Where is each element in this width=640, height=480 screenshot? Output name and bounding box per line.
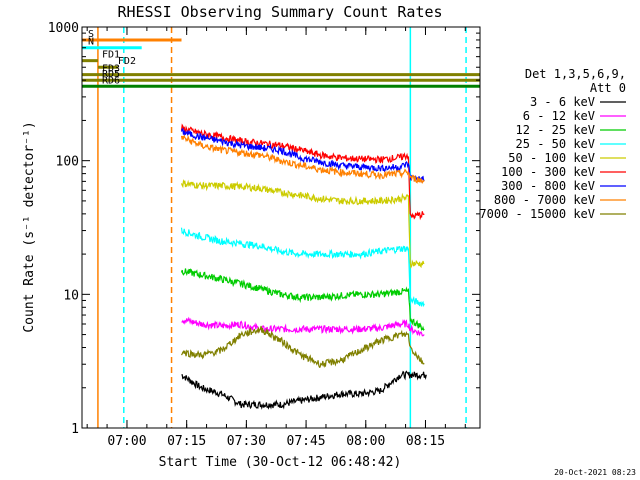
series-line <box>181 316 425 337</box>
state-label: RD6 <box>102 75 120 86</box>
state-label: FD2 <box>118 56 136 67</box>
state-label: RD5 <box>102 69 120 80</box>
legend-entry-label: 7000 - 15000 keV <box>479 207 595 221</box>
series-line <box>180 178 425 269</box>
legend-entry-label: 12 - 25 keV <box>516 123 595 137</box>
y-tick-label: 1 <box>71 422 79 437</box>
x-axis-label: Start Time (30-Oct-12 06:48:42) <box>159 455 402 470</box>
series-line <box>180 268 425 332</box>
x-tick-label: 07:30 <box>227 434 266 449</box>
x-tick-label: 08:15 <box>406 434 445 449</box>
y-tick-label: 10 <box>63 288 79 303</box>
legend-entry-label: 25 - 50 keV <box>516 137 595 151</box>
legend-entry-label: 100 - 300 keV <box>501 165 595 179</box>
legend-entry-label: 3 - 6 keV <box>530 95 595 109</box>
legend-entry-label: 6 - 12 keV <box>523 109 595 123</box>
legend-entry-label: 50 - 100 keV <box>508 151 595 165</box>
y-tick-label: 1000 <box>48 21 79 36</box>
state-label: FD3 <box>102 64 120 75</box>
x-tick-label: 07:45 <box>287 434 326 449</box>
y-axis: 1 10 100 1000 <box>48 21 480 437</box>
plot-inner <box>82 27 480 428</box>
x-tick-label: 07:00 <box>107 434 146 449</box>
x-tick-label: 07:15 <box>167 434 206 449</box>
series-line <box>180 134 425 185</box>
legend-entry-label: 800 - 7000 keV <box>494 193 595 207</box>
chart-title: RHESSI Observing Summary Count Rates <box>117 3 442 21</box>
series-line <box>180 325 425 369</box>
x-axis: 07:00 07:15 07:30 07:45 08:00 08:15 <box>86 27 466 449</box>
series-line <box>180 227 425 308</box>
state-label: FD1 <box>102 50 120 61</box>
plot-frame <box>81 26 481 429</box>
state-label: S <box>88 29 94 40</box>
y-tick-label: 100 <box>56 155 79 170</box>
legend-entry-label: 300 - 800 keV <box>501 179 595 193</box>
series-line <box>180 123 425 221</box>
y-axis-label: Count Rate (s⁻¹ detector⁻¹) <box>22 121 37 332</box>
series-line <box>181 370 427 410</box>
state-label: N <box>88 37 94 48</box>
legend-header-attenuator: Att 0 <box>590 81 626 95</box>
x-tick-label: 08:00 <box>346 434 385 449</box>
footer-date: 20-Oct-2021 08:23 <box>554 468 636 477</box>
legend-header-detectors: Det 1,3,5,6,9, <box>525 67 626 81</box>
series-line <box>180 127 425 183</box>
